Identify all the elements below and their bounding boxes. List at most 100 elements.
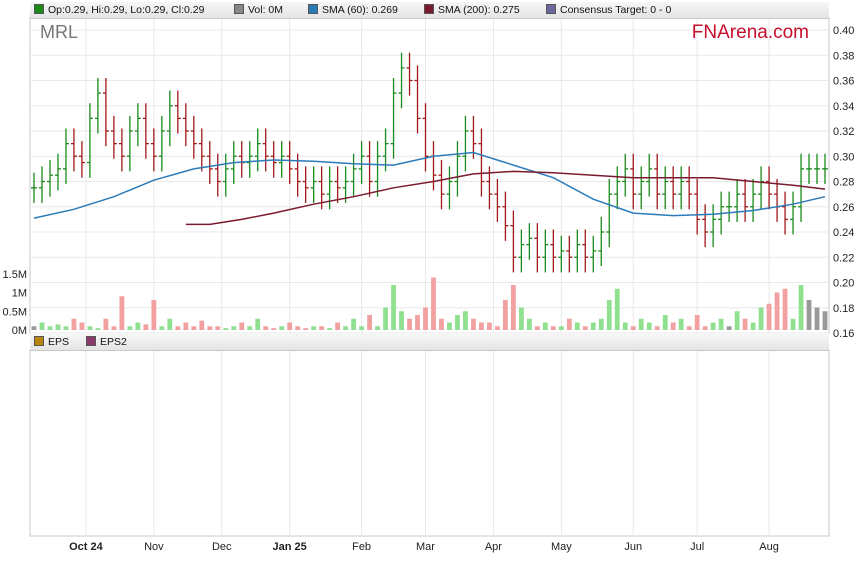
volume-bar bbox=[798, 285, 804, 330]
volume-bar bbox=[135, 322, 141, 330]
volume-bar bbox=[399, 311, 404, 330]
price-tick-label: 0.40 bbox=[833, 25, 854, 37]
time-tick-label: Oct 24 bbox=[69, 541, 104, 553]
volume-tick-label: 0M bbox=[12, 325, 27, 337]
volume-bar bbox=[678, 318, 684, 330]
volume-bar bbox=[558, 326, 564, 330]
volume-bar bbox=[279, 326, 285, 330]
time-tick-label: Feb bbox=[352, 541, 371, 553]
time-tick-label: Apr bbox=[485, 541, 502, 553]
legend-eps: EPS bbox=[34, 336, 69, 348]
volume-bar bbox=[479, 322, 484, 330]
eps-legend: EPS EPS2 bbox=[30, 334, 829, 351]
volume-bar bbox=[391, 285, 396, 330]
legend-sma60-swatch bbox=[308, 4, 318, 14]
volume-bar bbox=[127, 326, 133, 330]
time-tick-label: Dec bbox=[212, 541, 232, 553]
volume-bar bbox=[622, 322, 628, 330]
legend-sma200-label: SMA (200): 0.275 bbox=[438, 4, 520, 16]
volume-bar bbox=[471, 318, 476, 330]
legend-sma200: SMA (200): 0.275 bbox=[424, 4, 520, 16]
time-tick-label: Jan 25 bbox=[273, 541, 307, 553]
volume-bar bbox=[247, 326, 253, 330]
volume-tick-label: 0.5M bbox=[3, 306, 27, 318]
legend-sma60-label: SMA (60): 0.269 bbox=[322, 4, 398, 16]
volume-bar bbox=[175, 326, 181, 330]
volume-bar bbox=[199, 320, 205, 330]
volume-bar bbox=[662, 315, 668, 330]
volume-bar bbox=[423, 307, 428, 330]
legend-sma60: SMA (60): 0.269 bbox=[308, 4, 398, 16]
volume-bar bbox=[702, 326, 708, 330]
legend-eps2: EPS2 bbox=[86, 336, 127, 348]
volume-bar bbox=[55, 324, 61, 330]
volume-bar bbox=[87, 326, 93, 330]
legend-ohlc: Op:0.29, Hi:0.29, Lo:0.29, Cl:0.29 bbox=[34, 4, 204, 16]
legend-ohlc-label: Op:0.29, Hi:0.29, Lo:0.29, Cl:0.29 bbox=[48, 4, 205, 16]
time-tick-label: Aug bbox=[759, 541, 779, 553]
legend-eps2-label: EPS2 bbox=[100, 336, 127, 348]
volume-bar bbox=[335, 322, 341, 330]
volume-bar bbox=[590, 322, 596, 330]
volume-bar bbox=[439, 318, 444, 330]
volume-bar bbox=[407, 318, 412, 330]
volume-bar bbox=[415, 315, 420, 330]
volume-bar bbox=[207, 326, 213, 330]
volume-bar bbox=[231, 326, 237, 330]
price-tick-label: 0.22 bbox=[833, 252, 854, 264]
volume-bar bbox=[790, 318, 796, 330]
legend-volume: Vol: 0M bbox=[234, 4, 283, 16]
ticker-label: MRL bbox=[40, 22, 79, 42]
legend-consensus-swatch bbox=[546, 4, 556, 14]
volume-bar bbox=[582, 326, 588, 330]
volume-bar bbox=[375, 326, 380, 330]
volume-bar bbox=[71, 318, 77, 330]
volume-bar bbox=[239, 322, 245, 330]
volume-bar bbox=[263, 326, 269, 330]
volume-bar bbox=[39, 322, 45, 330]
price-tick-label: 0.24 bbox=[833, 227, 854, 239]
volume-bar bbox=[487, 322, 492, 330]
price-tick-label: 0.16 bbox=[833, 328, 854, 340]
volume-bar bbox=[734, 311, 740, 330]
volume-bar bbox=[303, 328, 309, 330]
legend-ohlc-swatch bbox=[34, 4, 44, 14]
volume-bar bbox=[630, 326, 636, 330]
volume-bar bbox=[782, 288, 788, 330]
volume-bar bbox=[119, 296, 125, 330]
volume-bar bbox=[503, 300, 508, 330]
sma60-line bbox=[33, 151, 826, 219]
brand-logo-text: FNArena.com bbox=[691, 22, 809, 43]
volume-bar bbox=[255, 318, 261, 330]
price-tick-label: 0.38 bbox=[833, 50, 854, 62]
price-tick-label: 0.30 bbox=[833, 151, 854, 163]
volume-bar bbox=[431, 277, 436, 330]
volume-tick-label: 1.5M bbox=[3, 269, 27, 281]
volume-bar bbox=[103, 318, 109, 330]
volume-bar bbox=[774, 292, 780, 330]
volume-bar bbox=[566, 318, 572, 330]
volume-bar bbox=[287, 322, 293, 330]
volume-bar bbox=[526, 318, 532, 330]
volume-bar bbox=[223, 328, 229, 330]
volume-bar bbox=[510, 285, 516, 330]
volume-bar bbox=[726, 326, 732, 330]
volume-bar bbox=[758, 307, 764, 330]
volume-bar bbox=[694, 315, 700, 330]
time-tick-label: May bbox=[551, 541, 572, 553]
volume-bar bbox=[351, 318, 356, 330]
volume-bar bbox=[151, 300, 157, 330]
volume-bar bbox=[822, 311, 828, 330]
volume-bar bbox=[383, 307, 388, 330]
time-tick-label: Jul bbox=[690, 541, 704, 553]
volume-bar bbox=[614, 288, 620, 330]
volume-bar bbox=[638, 318, 644, 330]
volume-bar bbox=[31, 326, 37, 330]
legend-sma200-swatch bbox=[424, 4, 434, 14]
price-tick-label: 0.18 bbox=[833, 303, 854, 315]
legend-eps-label: EPS bbox=[48, 336, 70, 348]
volume-bar bbox=[534, 326, 540, 330]
price-plot-area bbox=[29, 17, 830, 334]
